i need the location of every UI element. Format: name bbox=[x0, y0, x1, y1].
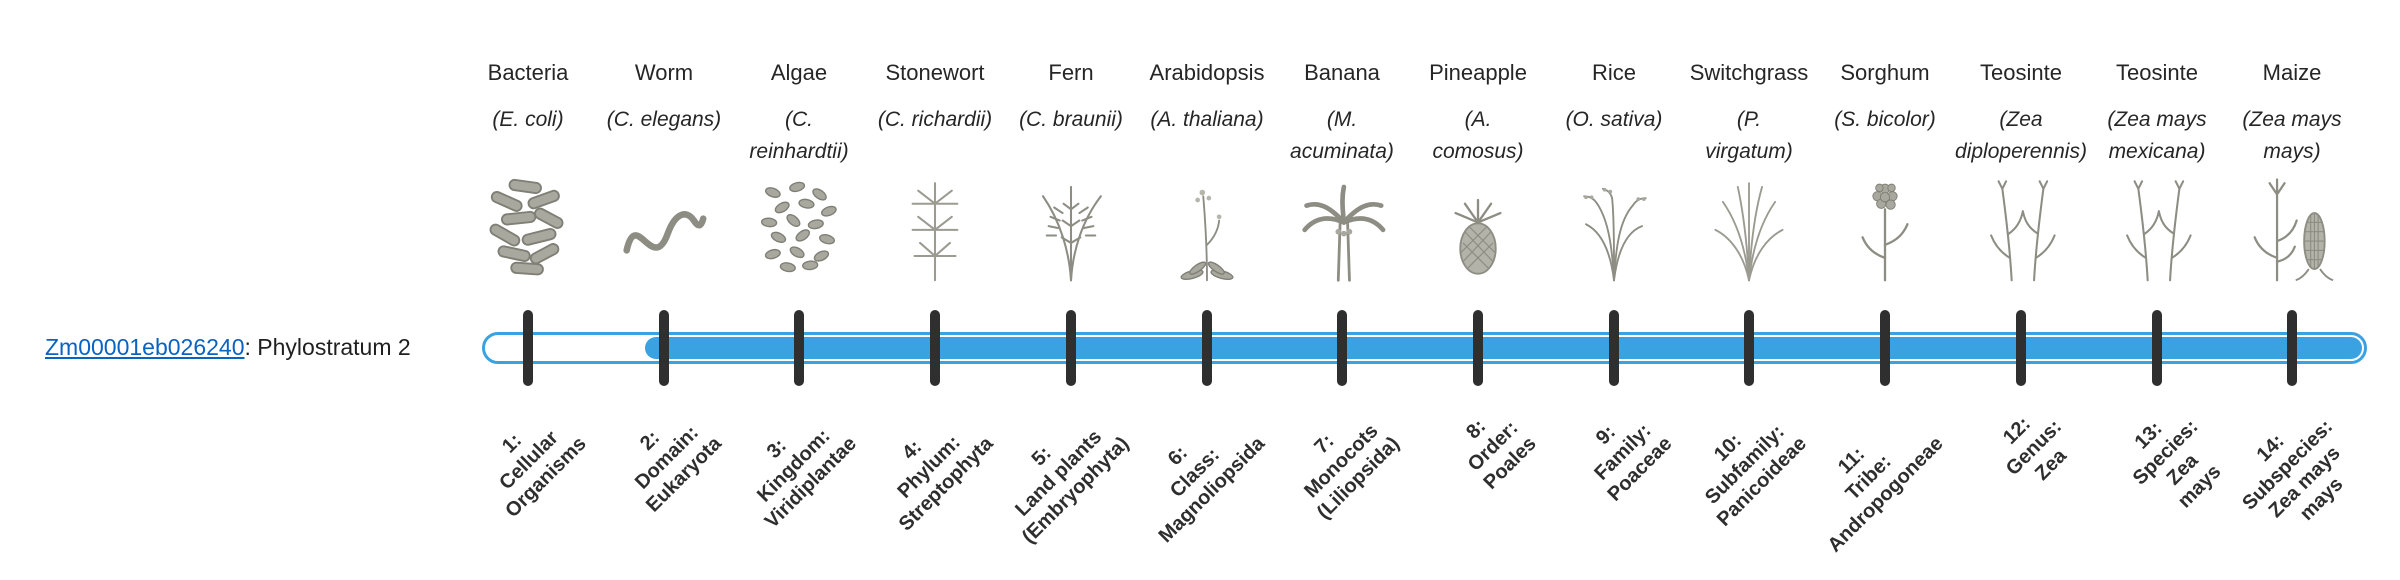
organism-scientific-name: (C. elegans) bbox=[606, 108, 722, 131]
maize-icon bbox=[2202, 168, 2382, 284]
organism-column: Worm (C. elegans) bbox=[574, 58, 754, 284]
organism-scientific-name: (P. virgatum) bbox=[1705, 108, 1793, 163]
organism-name: Algae bbox=[770, 60, 828, 85]
organism-name: Pineapple bbox=[1429, 60, 1527, 85]
phylostratum-tick bbox=[1880, 310, 1890, 386]
organism-name: Stonewort bbox=[885, 60, 985, 85]
organism-scientific-name: (O. sativa) bbox=[1565, 108, 1663, 131]
organism-column: Pineapple (A. comosus) bbox=[1388, 58, 1568, 284]
organism-column: Teosinte (Zea diploperennis) bbox=[1931, 58, 2111, 284]
phylostratum-text: : Phylostratum 2 bbox=[244, 334, 411, 360]
phylostratum-tick bbox=[2152, 310, 2162, 386]
organism-column: Sorghum (S. bicolor) bbox=[1795, 58, 1975, 284]
organism-name: Teosinte bbox=[1980, 60, 2062, 85]
phylostratum-label: 2: Domain: Eukaryota bbox=[631, 421, 727, 517]
phylostratum-label: 8: Order: Poales bbox=[1461, 415, 1541, 494]
organism-column: Algae (C. reinhardtii) bbox=[709, 58, 889, 284]
organism-scientific-name: (C. richardii) bbox=[877, 108, 993, 131]
organism-column: Switchgrass (P. virgatum) bbox=[1659, 58, 1839, 284]
phylostratum-tick bbox=[659, 310, 669, 386]
organism-column: Rice (O. sativa) bbox=[1524, 58, 1704, 284]
phylostratum-tick bbox=[794, 310, 804, 386]
organism-name: Switchgrass bbox=[1689, 60, 1809, 85]
organism-scientific-name: (Zea diploperennis) bbox=[1955, 108, 2087, 163]
phylostratum-tick bbox=[1202, 310, 1212, 386]
phylostratum-bar bbox=[482, 332, 2367, 364]
phylostratum-tick bbox=[523, 310, 533, 386]
phylostratum-label: 12: Genus: Zea bbox=[1999, 412, 2072, 485]
organism-name: Arabidopsis bbox=[1149, 60, 1265, 85]
phylostratum-bar-fill bbox=[645, 337, 2362, 359]
phylostratum-tick bbox=[930, 310, 940, 386]
organism-name: Sorghum bbox=[1840, 60, 1930, 85]
phylostratum-label: 3: Kingdom: Viridiplantae bbox=[753, 425, 862, 533]
organism-column: Arabidopsis (A. thaliana) bbox=[1117, 58, 1297, 284]
organism-column: Teosinte (Zea mays mexicana) bbox=[2067, 58, 2247, 284]
phylostratum-tick bbox=[1609, 310, 1619, 386]
phylostratum-label: 6: Class: Magnoliopsida bbox=[1154, 432, 1270, 548]
phylostratum-label: 1: Cellular Organisms bbox=[494, 426, 591, 523]
gene-label: Zm00001eb026240: Phylostratum 2 bbox=[45, 334, 411, 361]
organism-scientific-name: (Zea mays mays) bbox=[2242, 108, 2342, 163]
phylostratum-label: 4: Phylum: Streptophyta bbox=[893, 431, 998, 536]
organism-scientific-name: (S. bicolor) bbox=[1834, 108, 1936, 131]
organism-column: Banana (M. acuminata) bbox=[1252, 58, 1432, 284]
phylostratum-label: 10: Subfamily: Panicoideae bbox=[1701, 420, 1812, 531]
phylostratum-tick bbox=[2016, 310, 2026, 386]
organism-column: Maize (Zea mays mays) bbox=[2202, 58, 2382, 284]
organism-name: Rice bbox=[1591, 60, 1636, 85]
phylostratum-tick bbox=[1066, 310, 1076, 386]
organism-scientific-name: (C. reinhardtii) bbox=[749, 108, 849, 163]
organism-column: Bacteria (E. coli) bbox=[438, 58, 618, 284]
organism-name: Teosinte bbox=[2116, 60, 2198, 85]
gene-id-link[interactable]: Zm00001eb026240 bbox=[45, 334, 245, 360]
organism-column: Fern (C. braunii) bbox=[981, 58, 1161, 284]
organism-name: Bacteria bbox=[487, 60, 569, 85]
phylostratum-label: 5: Land plants (Embryophyta) bbox=[1011, 425, 1134, 548]
phylostratum-tick bbox=[2287, 310, 2297, 386]
phylostratum-tick bbox=[1337, 310, 1347, 386]
organism-scientific-name: (Zea mays mexicana) bbox=[2107, 108, 2207, 163]
organism-scientific-name: (C. braunii) bbox=[1019, 108, 1123, 131]
organism-scientific-name: (M. acuminata) bbox=[1290, 108, 1394, 163]
phylostratum-tick bbox=[1473, 310, 1483, 386]
organism-name: Maize bbox=[2262, 60, 2322, 85]
phylostratum-label: 13: Species: Zea mays bbox=[2128, 415, 2226, 513]
organism-scientific-name: (A. comosus) bbox=[1432, 108, 1524, 163]
organism-scientific-name: (A. thaliana) bbox=[1150, 108, 1264, 131]
organism-name: Banana bbox=[1304, 60, 1380, 85]
phylostratum-label: 11: Tribe: Andropogoneae bbox=[1823, 432, 1948, 557]
organism-scientific-name: (E. coli) bbox=[492, 108, 564, 131]
organism-column: Stonewort (C. richardii) bbox=[845, 58, 1025, 284]
phylostratum-label: 14: Subspecies: Zea mays mays bbox=[2238, 415, 2348, 525]
phylostratum-label: 7: Monocots (Liliopsida) bbox=[1300, 420, 1405, 524]
organism-name: Worm bbox=[634, 60, 694, 85]
organism-name: Fern bbox=[1048, 60, 1094, 85]
phylostratum-tick bbox=[1744, 310, 1754, 386]
phylostratum-label: 9: Family: Poaceae bbox=[1590, 419, 1677, 506]
